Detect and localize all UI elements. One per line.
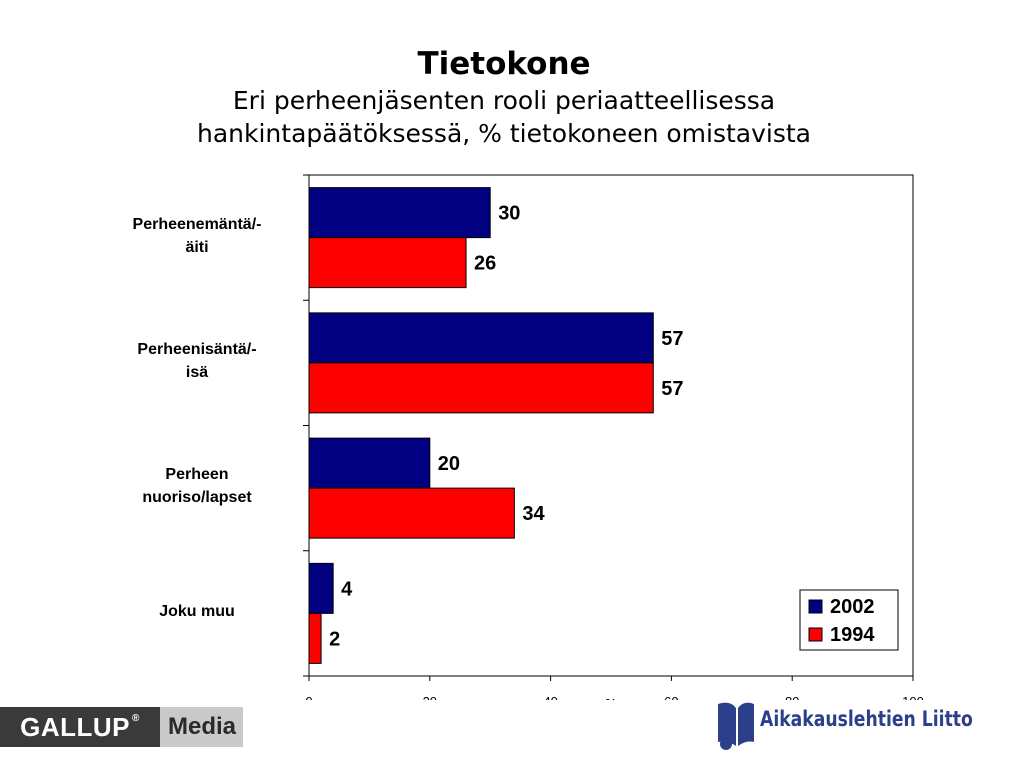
legend-swatch-1994 [808,627,823,642]
x-tick-label: 60 [664,694,678,700]
x-tick-label: 40 [543,694,557,700]
x-tick-label: 20 [423,694,437,700]
bar-2002 [308,562,334,614]
registered-mark: ® [132,713,140,724]
liitto-logo-text: Aikakauslehtien Liitto [760,707,973,731]
data-label: 2 [329,628,340,650]
chart-subtitle-line-2: hankintapäätöksessä, % tietokoneen omist… [197,119,811,148]
bar-1994 [308,487,515,539]
data-label: 34 [522,503,545,525]
aikakauslehtien-liitto-logo: Aikakauslehtien Liitto [712,698,978,750]
legend-swatch-2002 [808,599,823,614]
data-label: 26 [474,253,496,275]
category-label-line: isä [185,363,209,381]
gallup-logo-word: GALLUP ® [0,707,160,747]
gallup-media-logo: GALLUP ® Media [0,707,243,747]
bar-1994 [308,237,467,289]
category-label: Joku muu [97,600,297,623]
media-logo-word: Media [160,707,243,747]
x-tick-label: 100 [902,694,924,700]
bar-1994 [308,612,322,664]
data-label: 20 [438,453,460,475]
category-label-line: Perheenisäntä/- [137,340,257,358]
data-label: 57 [661,328,683,350]
title-block: Tietokone Eri perheenjäsenten rooli peri… [0,44,1008,150]
category-label-line: äiti [185,238,209,256]
category-label: Perheenisäntä/- isä [97,338,297,384]
chart-subtitle-line-1: Eri perheenjäsenten rooli periaatteellis… [232,86,776,115]
legend-label-2002: 2002 [830,596,875,618]
chart-title: Tietokone [417,46,591,82]
category-label-line: Perheenemäntä/- [132,215,262,233]
bar-1994 [308,362,654,414]
category-label-line: nuoriso/lapset [142,489,252,507]
liitto-emblem-icon [718,702,754,750]
bar-2002 [308,437,431,489]
category-label: Perheenemäntä/- äiti [97,213,297,259]
bar-chart: 0 20 40 60 80 100% 30 26 57 57 20 34 4 2 2002 1994 [303,174,924,700]
x-tick-label: 0 [305,694,312,700]
legend-label-1994: 1994 [830,624,875,646]
data-label: 4 [341,578,353,600]
category-label-line: Perheen [165,466,229,484]
bar-2002 [308,187,491,239]
data-label: 57 [661,378,683,400]
category-label-line: Joku muu [159,602,235,620]
data-label: 30 [498,203,520,225]
x-tick-label: 80 [785,694,799,700]
bar-2002 [308,312,654,364]
x-axis-title: % [605,696,617,700]
category-label: Perheen nuoriso/lapset [97,463,297,509]
gallup-logo-text: GALLUP [20,711,130,742]
